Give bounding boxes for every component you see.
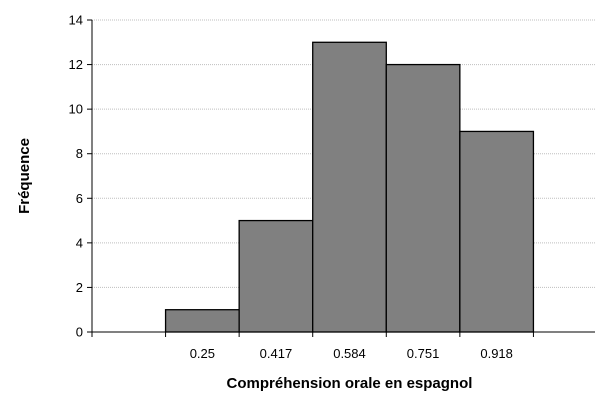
x-tick-label: 0.918	[480, 346, 513, 361]
y-tick-label: 14	[69, 13, 83, 28]
x-axis-ticks: 0.25 0.417 0.584 0.751 0.918	[91, 332, 534, 361]
x-axis-title: Compréhension orale en espagnol	[227, 375, 473, 392]
bar	[459, 130, 535, 333]
y-tick-label: 10	[69, 102, 83, 117]
bar	[164, 309, 240, 333]
y-axis-ticks: 0 2 4 6 8 10 12 14	[69, 13, 92, 340]
y-tick-label: 6	[76, 191, 83, 206]
y-tick-label: 8	[76, 146, 83, 161]
y-tick-label: 0	[76, 325, 83, 340]
x-tick-label: 0.751	[407, 346, 440, 361]
bars	[164, 41, 535, 333]
x-tick-label: 0.25	[190, 346, 215, 361]
bar	[238, 219, 314, 333]
y-tick-label: 2	[76, 280, 83, 295]
y-tick-label: 4	[76, 235, 83, 250]
x-tick-label: 0.584	[333, 346, 366, 361]
bar	[312, 41, 387, 333]
y-axis-title: Fréquence	[16, 138, 33, 214]
x-tick-label: 0.417	[260, 346, 293, 361]
bar	[385, 63, 461, 333]
y-tick-label: 12	[69, 57, 83, 72]
